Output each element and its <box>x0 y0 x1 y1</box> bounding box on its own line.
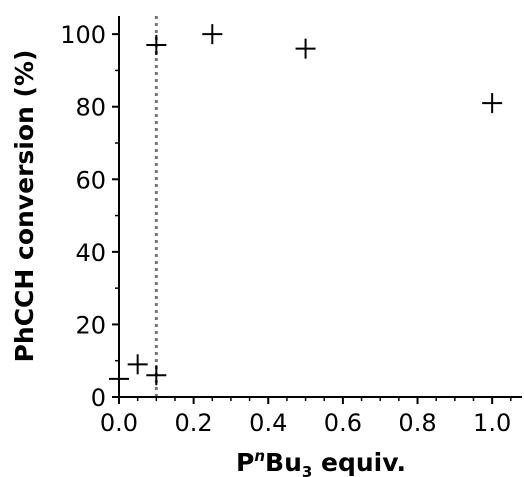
y-tick-label: 80 <box>75 94 106 122</box>
y-tick-label: 40 <box>75 239 106 267</box>
x-axis-label-middle: Bu <box>265 448 302 477</box>
y-tick-label: 20 <box>75 311 106 339</box>
data-point <box>127 354 148 375</box>
y-tick-label: 100 <box>60 21 106 49</box>
data-point <box>146 35 167 56</box>
x-tick-label: 0.4 <box>249 409 287 437</box>
data-point <box>482 93 503 114</box>
y-tick-label: 60 <box>75 166 106 194</box>
y-tick-label: 0 <box>91 384 106 412</box>
x-axis-label-suffix: equiv. <box>312 448 406 477</box>
x-axis-label-base: P <box>236 448 254 477</box>
data-point <box>146 365 167 386</box>
x-tick-label: 0.2 <box>175 409 213 437</box>
x-tick-label: 0.0 <box>100 409 138 437</box>
x-axis-label-subscript: 3 <box>302 463 312 477</box>
y-axis: 0 20 40 60 80 100 <box>60 16 120 412</box>
data-point <box>202 24 223 45</box>
x-tick-label: 0.6 <box>324 409 362 437</box>
x-tick-label: 1.0 <box>473 409 511 437</box>
y-axis-label: PhCCH conversion (%) <box>10 50 39 363</box>
plot-area <box>109 16 503 397</box>
x-tick-label: 0.8 <box>398 409 436 437</box>
x-axis-label-superscript: n <box>254 447 265 465</box>
x-axis-label: PnBu3 equiv. <box>236 447 406 477</box>
data-point <box>295 38 316 59</box>
x-axis: 0.0 0.2 0.4 0.6 0.8 1.0 <box>100 396 522 437</box>
